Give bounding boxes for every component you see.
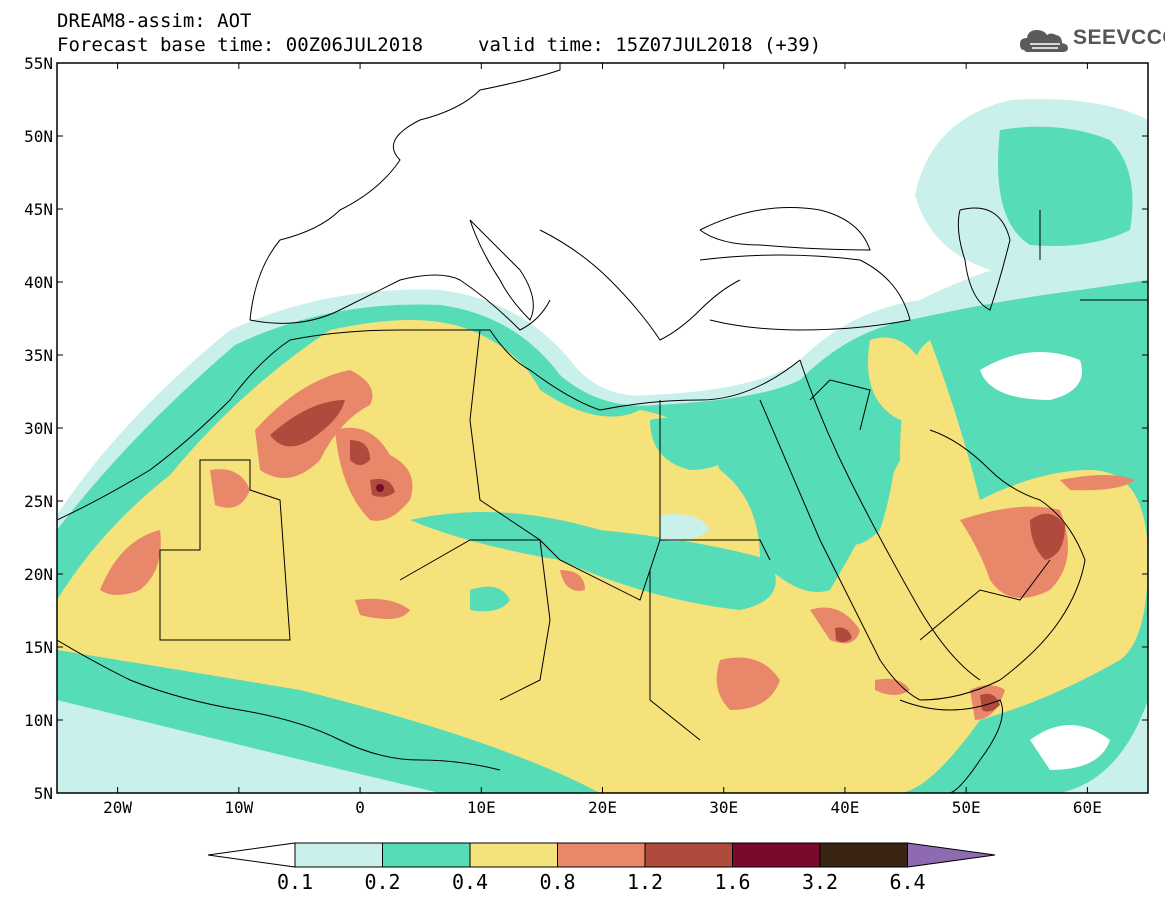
legend-swatch [819, 842, 908, 868]
legend-label: 0.4 [452, 870, 488, 894]
lat-label: 5N [34, 784, 53, 803]
legend-swatch [382, 842, 471, 868]
coastlines [57, 63, 1148, 793]
valid-time: valid time: 15Z07JUL2018 (+39) [478, 34, 822, 56]
latitude-axis: 55N 50N 45N 40N 35N 30N 25N 20N 15N 10N 5N [24, 54, 1148, 803]
lat-label: 30N [24, 419, 53, 438]
lon-label: 20E [588, 798, 617, 817]
legend-swatch [644, 842, 733, 868]
lon-label: 50E [952, 798, 981, 817]
lat-label: 45N [24, 200, 53, 219]
legend-swatch [557, 842, 646, 868]
lat-label: 50N [24, 127, 53, 146]
logo-text: SEEVCCC [1073, 26, 1165, 49]
lon-label: 40E [830, 798, 859, 817]
aot-color-legend: 0.1 0.2 0.4 0.8 1.2 1.6 3.2 6.4 [207, 842, 996, 894]
lat-label: 15N [24, 638, 53, 657]
map-title: DREAM8-assim: AOT [57, 10, 252, 32]
legend-label: 0.8 [539, 870, 575, 894]
lat-label: 55N [24, 54, 53, 73]
legend-arrow-high [907, 842, 996, 868]
legend-arrow-low [207, 842, 296, 868]
legend-label: 1.6 [714, 870, 750, 894]
lat-label: 25N [24, 492, 53, 511]
lat-label: 10N [24, 711, 53, 730]
lon-label: 10E [467, 798, 496, 817]
legend-label: 1.2 [627, 870, 663, 894]
lon-label: 30E [709, 798, 738, 817]
legend-swatch [732, 842, 821, 868]
lon-label: 60E [1073, 798, 1102, 817]
aot-field [57, 63, 1148, 793]
legend-label: 0.2 [364, 870, 400, 894]
lon-label: 10W [224, 798, 253, 817]
lon-label: 20W [103, 798, 132, 817]
lat-label: 35N [24, 346, 53, 365]
forecast-base-time: Forecast base time: 00Z06JUL2018 [57, 34, 424, 56]
longitude-axis: 20W 10W 0 10E 20E 30E 40E 50E 60E [103, 63, 1102, 817]
lat-label: 20N [24, 565, 53, 584]
legend-swatch [294, 842, 383, 868]
legend-swatch [469, 842, 558, 868]
cloud-logo-icon [1020, 30, 1068, 52]
legend-label: 0.1 [277, 870, 313, 894]
legend-label: 6.4 [889, 870, 925, 894]
legend-label: 3.2 [802, 870, 838, 894]
lon-label: 0 [355, 798, 365, 817]
lat-label: 40N [24, 273, 53, 292]
